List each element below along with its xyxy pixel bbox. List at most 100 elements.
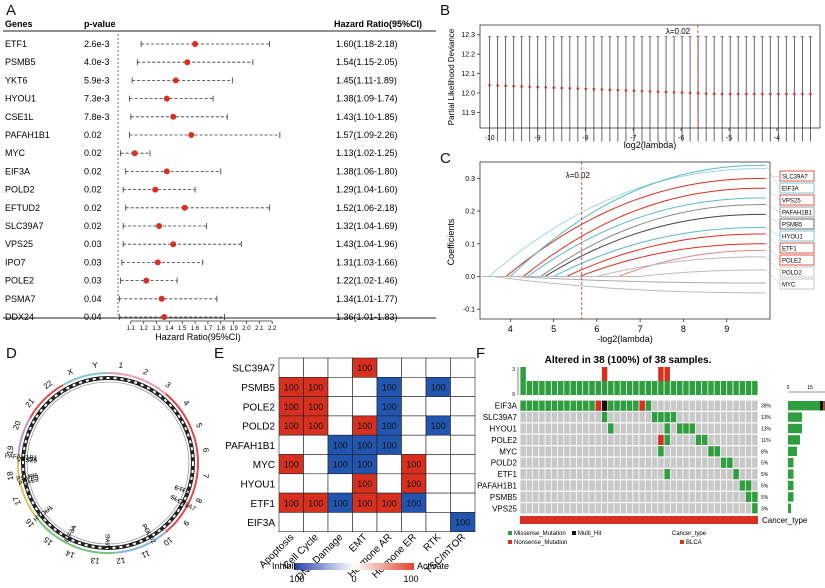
onco-alteration — [526, 400, 533, 411]
onco-cell — [745, 503, 752, 514]
onco-cell — [626, 412, 633, 423]
onco-cell — [583, 469, 589, 480]
onco-cell — [532, 480, 539, 491]
heatmap-cell — [376, 473, 402, 494]
onco-cell — [733, 480, 739, 491]
gene-label: POLE2 — [491, 436, 517, 445]
gene-label: EIF3A — [5, 166, 30, 176]
onco-cell — [664, 446, 670, 457]
onco-cell — [545, 480, 551, 491]
y-tick-label: 0.0 — [465, 274, 475, 281]
pvalue-label: 4.0e-3 — [84, 57, 110, 67]
legend-missense-swatch — [508, 531, 512, 535]
onco-cell — [670, 469, 677, 480]
cv-deviance-plot: log2(lambda) Partial Likelihood Deviance… — [447, 24, 821, 150]
top-bar — [626, 381, 633, 395]
chromosome-label: 5 — [194, 422, 204, 430]
gene-label: HYOU1 — [5, 94, 36, 104]
mean-point — [496, 84, 499, 87]
gene-tick — [27, 457, 38, 459]
mean-point — [488, 83, 491, 87]
cell-value: 100 — [431, 382, 446, 392]
x-tick-label: 1.8 — [217, 326, 226, 332]
gene-label: PAFAH1B1 — [5, 453, 38, 462]
onco-alteration — [583, 400, 589, 411]
onco-cell — [727, 446, 733, 457]
cell-value: 100 — [382, 402, 397, 412]
onco-cell — [664, 491, 670, 502]
onco-cell — [633, 446, 639, 457]
x-tick-label: -4 — [774, 135, 780, 142]
hr-point — [154, 259, 161, 266]
heatmap-cell — [376, 357, 402, 378]
ideogram-bands — [22, 377, 194, 549]
onco-alteration — [727, 457, 733, 468]
mean-point — [672, 90, 676, 94]
heatmap-cell — [450, 376, 476, 397]
onco-cell — [720, 491, 727, 502]
legend-label: MYC — [782, 283, 796, 289]
top-bar — [683, 381, 689, 395]
gene-percent: 3% — [761, 506, 769, 512]
onco-alteration — [520, 400, 526, 411]
mean-point — [736, 92, 740, 96]
onco-alteration — [645, 400, 652, 411]
onco-cell — [557, 480, 564, 491]
legend-box — [779, 242, 815, 254]
onco-cell — [645, 423, 652, 434]
onco-cell — [532, 423, 539, 434]
cell-value: 100 — [382, 421, 397, 431]
gene-tick — [29, 478, 39, 482]
onco-cell — [727, 412, 733, 423]
onco-cell — [570, 434, 576, 445]
onco-cell — [745, 423, 752, 434]
onco-cell — [520, 434, 526, 445]
onco-cell — [589, 434, 595, 445]
onco-cell — [532, 457, 539, 468]
onco-alteration — [695, 434, 702, 445]
x-tick-label: 1.2 — [140, 326, 149, 332]
onco-cell — [689, 446, 695, 457]
cell-value: 100 — [357, 363, 372, 373]
row-label: MYC — [253, 460, 275, 471]
top-bar — [526, 381, 533, 395]
cancer-type-bar — [520, 516, 758, 524]
onco-cell — [702, 400, 708, 411]
onco-cell — [695, 457, 702, 468]
heatmap-cell — [278, 357, 304, 378]
top-axis-tick: 0 — [512, 392, 515, 398]
onco-cell — [557, 434, 564, 445]
chromosome-label: 2 — [142, 367, 150, 377]
onco-cell — [633, 480, 639, 491]
onco-cell — [745, 412, 752, 423]
onco-cell — [708, 423, 714, 434]
onco-cell — [589, 491, 595, 502]
onco-cell — [583, 457, 589, 468]
gene-label: IPO7 — [5, 257, 26, 267]
mean-point — [801, 92, 804, 96]
onco-cell — [639, 480, 645, 491]
cancer-type-label: Cancer_type — [762, 516, 808, 525]
onco-cell — [551, 434, 558, 445]
onco-cell — [570, 469, 576, 480]
x-tick-label: 1.3 — [152, 326, 161, 332]
onco-cell — [570, 446, 576, 457]
onco-cell — [676, 457, 683, 468]
chromosome-label: 14 — [64, 548, 76, 560]
row-label: PAFAH1B1 — [225, 441, 275, 452]
onco-cell — [608, 446, 614, 457]
mean-point — [568, 87, 572, 90]
onco-cell — [733, 503, 739, 514]
onco-cell — [727, 469, 733, 480]
onco-cell — [745, 457, 752, 468]
legend-activate: Activate — [417, 561, 449, 571]
legend-box — [779, 230, 815, 242]
onco-cell — [733, 457, 739, 468]
onco-cell — [614, 457, 620, 468]
onco-cell — [708, 480, 714, 491]
cell-value: 100 — [406, 498, 421, 508]
legend-box — [779, 182, 815, 194]
mean-point — [656, 90, 660, 93]
heatmap-cell — [425, 454, 451, 475]
onco-cell — [695, 446, 702, 457]
